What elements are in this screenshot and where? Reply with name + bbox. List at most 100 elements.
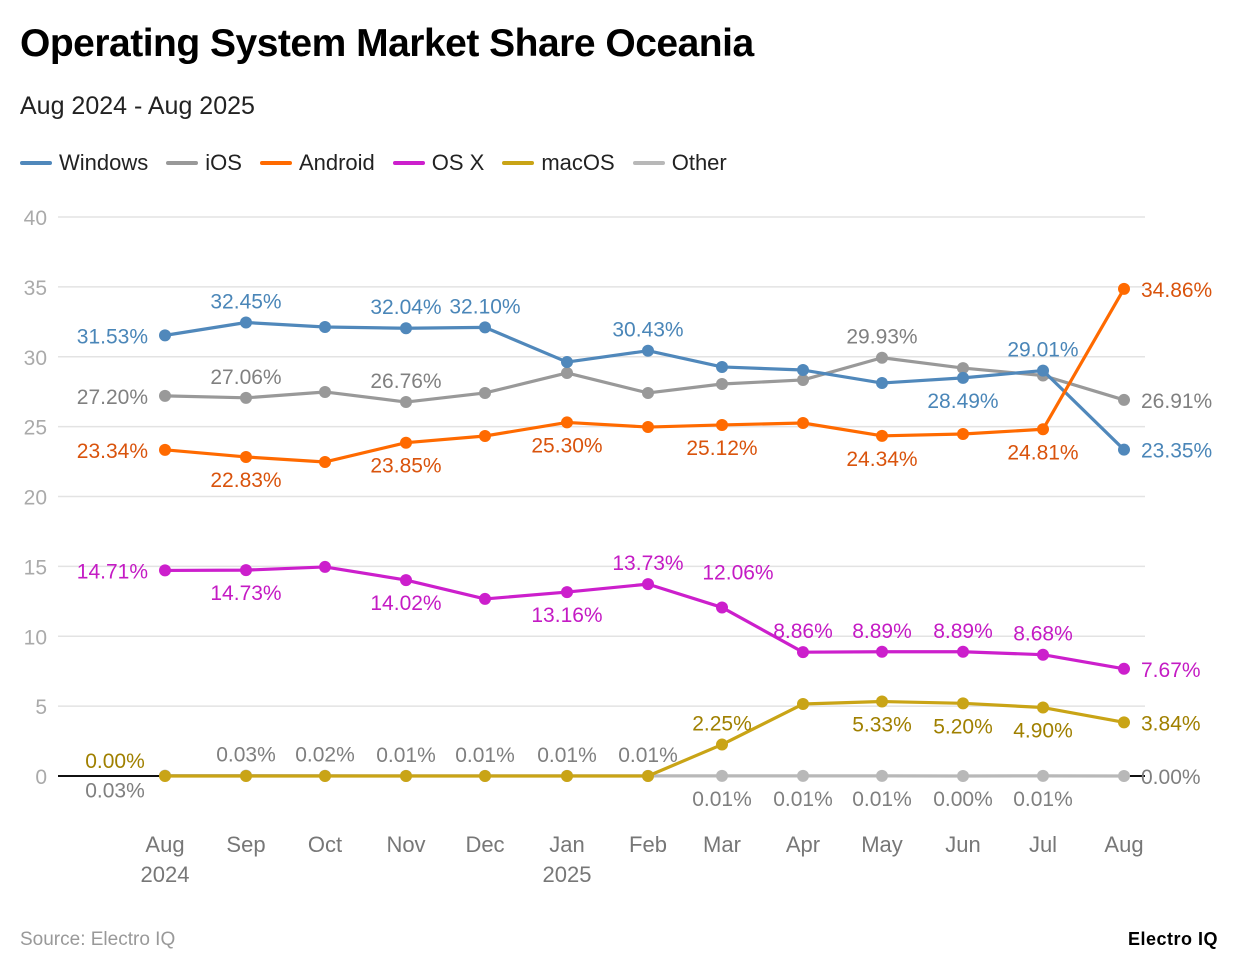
legend-label: Android	[298, 150, 375, 175]
data-point	[957, 371, 969, 384]
data-label: 2.25%	[692, 713, 752, 736]
data-point	[957, 770, 969, 782]
data-label: 13.73%	[612, 552, 683, 575]
data-point	[159, 564, 171, 577]
chart-subtitle: Aug 2024 - Aug 2025	[20, 92, 255, 120]
data-point	[642, 344, 654, 357]
data-point	[1037, 648, 1049, 661]
legend-item: Windows	[20, 150, 148, 176]
data-point	[1118, 443, 1130, 456]
data-point	[957, 645, 969, 658]
data-label: 0.00%	[85, 750, 145, 773]
x-tick-label: Mar	[703, 832, 741, 857]
data-label: 0.00%	[1141, 766, 1201, 789]
y-tick-label: 5	[35, 696, 47, 719]
data-point	[797, 646, 809, 659]
data-label: 30.43%	[612, 319, 683, 342]
data-label: 14.73%	[210, 582, 281, 605]
data-label: 29.01%	[1007, 339, 1078, 362]
data-label: 0.01%	[376, 744, 436, 767]
data-point	[1037, 769, 1049, 782]
x-tick-label: Apr	[786, 832, 820, 857]
legend-label: macOS	[541, 150, 615, 175]
data-label: 0.00%	[933, 788, 993, 811]
data-point	[797, 698, 809, 711]
x-tick-label: Jun	[945, 832, 980, 857]
data-label: 32.45%	[210, 291, 281, 314]
data-label: 29.93%	[846, 326, 917, 349]
y-tick-label: 20	[24, 487, 47, 510]
data-label: 27.06%	[210, 366, 281, 389]
legend-item: Android	[259, 150, 375, 176]
data-point	[716, 601, 728, 614]
data-label: 24.34%	[846, 448, 917, 471]
x-tick-label: 2024	[141, 862, 190, 887]
legend-swatch	[166, 161, 199, 165]
data-label: 24.81%	[1007, 441, 1078, 464]
data-point	[797, 416, 809, 429]
data-label: 0.01%	[618, 744, 678, 767]
data-point	[1037, 423, 1049, 436]
x-tick-label: Oct	[308, 832, 342, 857]
data-point	[479, 770, 491, 782]
data-label: 22.83%	[210, 469, 281, 492]
x-tick-label: Feb	[629, 832, 667, 857]
data-point	[400, 770, 412, 782]
data-label: 25.12%	[686, 437, 757, 460]
data-label: 32.10%	[449, 295, 520, 318]
data-point	[319, 770, 331, 782]
data-point	[240, 316, 252, 329]
y-tick-label: 10	[24, 626, 47, 649]
legend-swatch	[392, 161, 425, 165]
legend-swatch	[632, 161, 665, 165]
data-point	[319, 320, 331, 333]
data-point	[642, 421, 654, 434]
x-tick-label: Sep	[226, 832, 265, 857]
source-note: Source: Electro IQ	[20, 929, 176, 950]
legend-label: Other	[671, 150, 727, 175]
data-point	[319, 455, 331, 468]
data-point	[400, 436, 412, 449]
data-point	[400, 574, 412, 587]
data-point	[957, 428, 969, 441]
data-label: 23.34%	[77, 440, 148, 463]
data-label: 4.90%	[1013, 720, 1073, 743]
brand-logo: Electro IQ	[1127, 929, 1218, 949]
data-label: 0.02%	[295, 744, 355, 767]
data-point	[479, 386, 491, 399]
x-tick-label: Dec	[465, 832, 504, 857]
data-label: 26.91%	[1141, 390, 1212, 413]
data-label: 3.84%	[1141, 712, 1201, 735]
data-point	[957, 362, 969, 375]
data-label: 23.35%	[1141, 440, 1212, 463]
y-tick-label: 15	[24, 556, 47, 579]
data-point	[876, 351, 888, 364]
data-label: 0.01%	[773, 788, 833, 811]
x-tick-label: Aug	[1104, 832, 1143, 857]
legend: Windows iOS Android OS X macOS Other	[20, 150, 727, 176]
data-point	[159, 443, 171, 456]
data-point	[159, 389, 171, 402]
data-point	[240, 770, 252, 782]
data-point	[561, 586, 573, 599]
data-point	[159, 329, 171, 342]
data-label: 7.67%	[1141, 659, 1201, 682]
data-label: 28.49%	[927, 390, 998, 413]
y-tick-label: 30	[24, 347, 47, 370]
data-point	[479, 429, 491, 442]
data-point	[1118, 770, 1130, 782]
data-point	[1037, 364, 1049, 377]
data-label: 13.16%	[531, 604, 602, 627]
legend-item: Other	[632, 150, 727, 176]
data-point	[1118, 662, 1130, 675]
data-label: 12.06%	[702, 561, 773, 584]
data-point	[642, 386, 654, 399]
data-label: 27.20%	[77, 386, 148, 409]
y-tick-label: 40	[24, 207, 47, 230]
data-label: 14.02%	[370, 592, 441, 615]
data-point	[797, 364, 809, 377]
data-point	[400, 322, 412, 335]
data-point	[716, 738, 728, 751]
data-label: 14.71%	[77, 560, 148, 583]
